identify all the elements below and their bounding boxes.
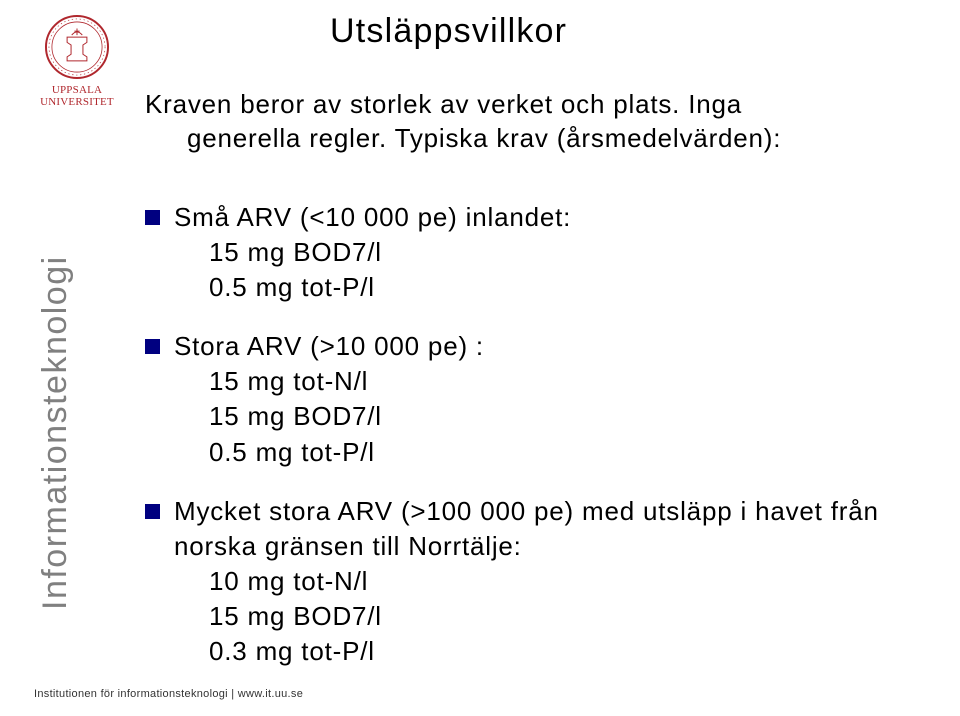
bullet-sub: 15 mg BOD7/l xyxy=(209,599,920,634)
bullet-sub: 0.5 mg tot-P/l xyxy=(209,435,920,470)
slide-title: Utsläppsvillkor xyxy=(330,12,567,51)
bullet-head-text: Stora ARV (>10 000 pe) : xyxy=(174,329,484,364)
bullet-sub: 10 mg tot-N/l xyxy=(209,564,920,599)
logo-text-line1: UPPSALA xyxy=(22,84,132,96)
sidebar-label: Informationsteknologi xyxy=(36,255,75,610)
bullet-item: Små ARV (<10 000 pe) inlandet: 15 mg BOD… xyxy=(145,200,920,305)
bullet-square-icon xyxy=(145,339,160,354)
uppsala-seal-icon xyxy=(44,14,110,80)
uppsala-logo: UPPSALA UNIVERSITET xyxy=(22,14,132,108)
bullet-head-text: Små ARV (<10 000 pe) inlandet: xyxy=(174,200,571,235)
bullet-sub: 15 mg BOD7/l xyxy=(209,399,920,434)
bullet-sub: 0.5 mg tot-P/l xyxy=(209,270,920,305)
bullet-sub: 0.3 mg tot-P/l xyxy=(209,634,920,669)
bullet-square-icon xyxy=(145,504,160,519)
bullet-item: Mycket stora ARV (>100 000 pe) med utslä… xyxy=(145,494,920,669)
bullet-list: Små ARV (<10 000 pe) inlandet: 15 mg BOD… xyxy=(145,200,920,693)
footer-text: Institutionen för informationsteknologi … xyxy=(34,688,303,700)
intro-text: Kraven beror av storlek av verket och pl… xyxy=(145,88,920,156)
intro-line1: Kraven beror av storlek av verket och pl… xyxy=(145,88,920,122)
bullet-sub: 15 mg tot-N/l xyxy=(209,364,920,399)
bullet-square-icon xyxy=(145,210,160,225)
intro-line2: generella regler. Typiska krav (årsmedel… xyxy=(145,122,920,156)
bullet-head-text: Mycket stora ARV (>100 000 pe) med utslä… xyxy=(174,494,920,564)
logo-text-line2: UNIVERSITET xyxy=(22,96,132,108)
bullet-sub: 15 mg BOD7/l xyxy=(209,235,920,270)
bullet-item: Stora ARV (>10 000 pe) : 15 mg tot-N/l 1… xyxy=(145,329,920,469)
